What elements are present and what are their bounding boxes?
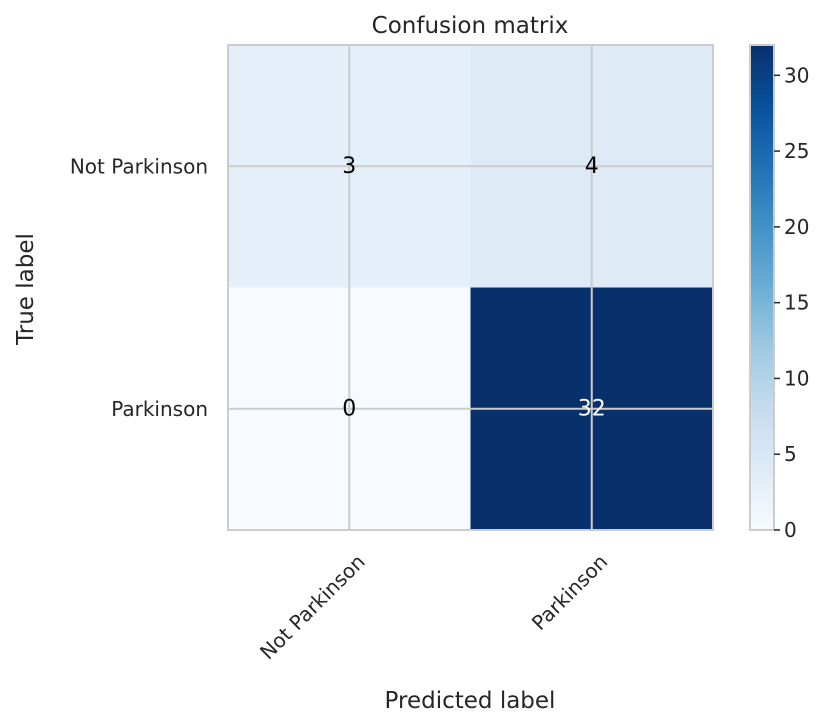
colorbar-tick-label: 20 <box>784 215 809 239</box>
colorbar-tick-label: 25 <box>784 139 809 163</box>
colorbar-tick-label: 10 <box>784 366 809 390</box>
colorbar <box>749 44 775 531</box>
x-tick-label: Parkinson <box>527 550 612 635</box>
cell-value-label: 4 <box>585 154 599 179</box>
y-tick-label: Parkinson <box>111 397 208 421</box>
colorbar-tick-label: 5 <box>784 442 797 466</box>
heatmap-cells <box>228 45 713 530</box>
y-axis-label: True label <box>13 233 39 346</box>
colorbar-ticks: 0 5 10 15 20 25 30 <box>774 63 809 542</box>
grid-lines <box>228 45 713 530</box>
cell-value-label: 0 <box>342 396 356 421</box>
x-tick-labels: Not Parkinson Parkinson <box>255 550 612 665</box>
cell-labels: 3 4 0 32 <box>342 154 606 422</box>
plot-frame <box>227 44 714 531</box>
x-axis-label: Predicted label <box>385 688 556 714</box>
cell-value-label: 3 <box>342 154 356 179</box>
x-tick-label: Not Parkinson <box>255 550 370 665</box>
y-tick-labels: Not Parkinson Parkinson <box>70 154 208 421</box>
colorbar-tick-label: 30 <box>784 63 809 87</box>
cell-value-label: 32 <box>578 396 606 421</box>
colorbar-tick-label: 15 <box>784 291 809 315</box>
colorbar-tick-label: 0 <box>784 518 797 542</box>
chart-title: Confusion matrix <box>372 13 569 39</box>
y-tick-label: Not Parkinson <box>70 154 208 178</box>
